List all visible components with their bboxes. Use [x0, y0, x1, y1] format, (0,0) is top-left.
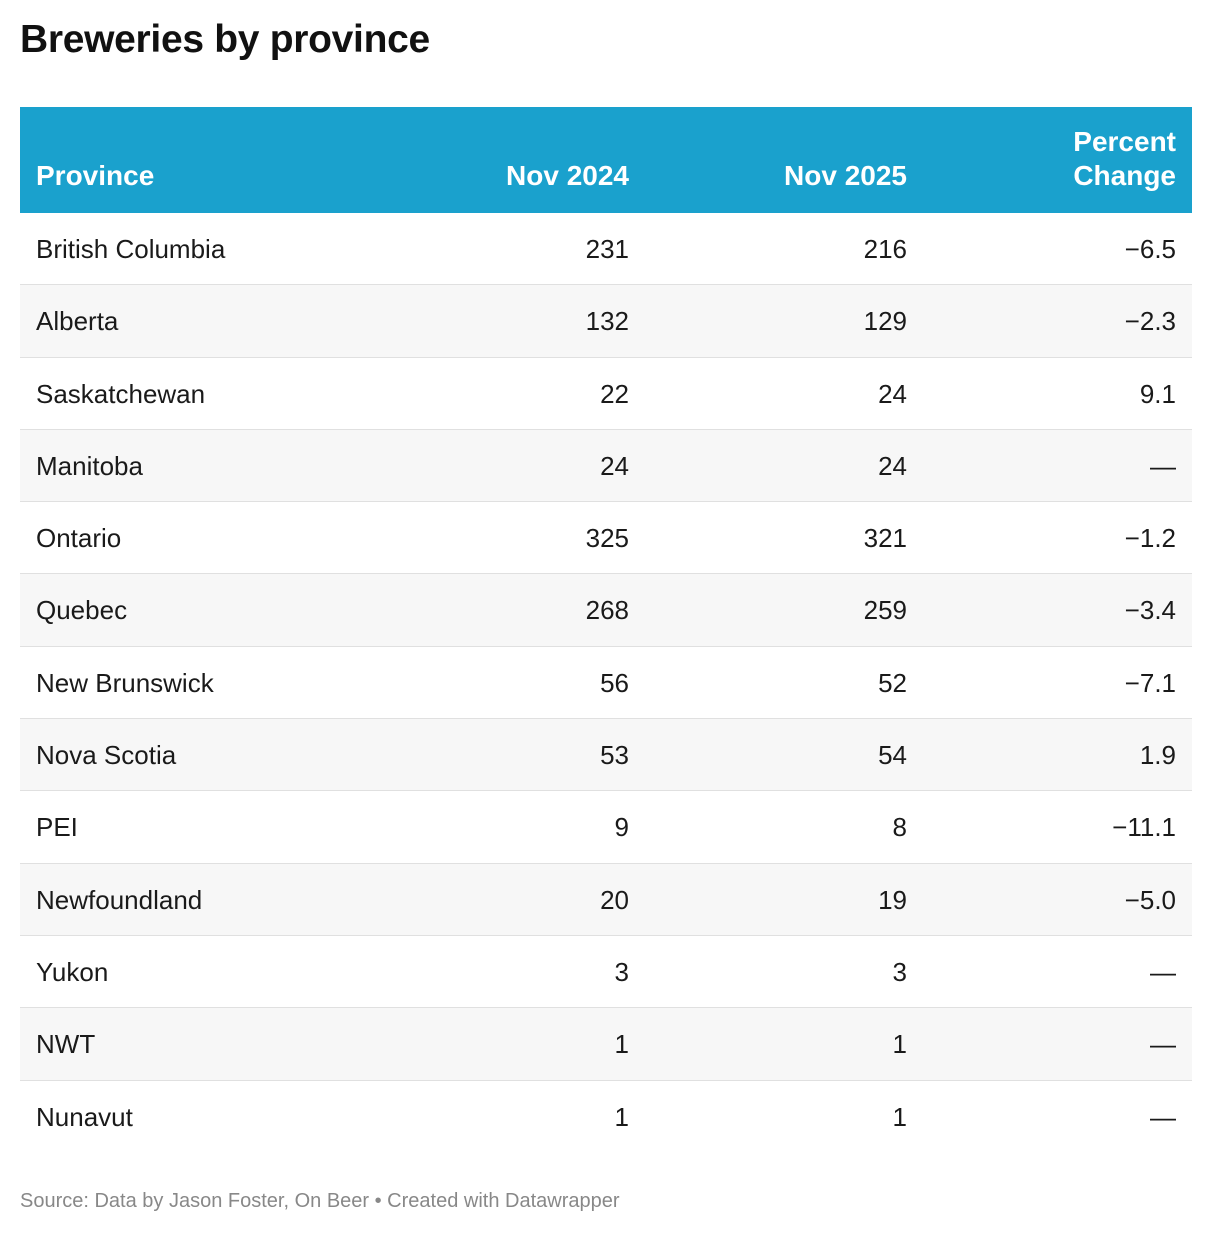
- cell-province: Nunavut: [36, 1101, 133, 1132]
- table-row: Newfoundland 20 19 −5.0: [20, 863, 1192, 936]
- cell-percent-change: 1.9: [1139, 740, 1176, 771]
- chart-title: Breweries by province: [20, 18, 430, 61]
- cell-nov-2025: 52: [878, 667, 907, 698]
- table-row: British Columbia 231 216 −6.5: [20, 213, 1192, 286]
- cell-province: Quebec: [36, 595, 128, 626]
- column-header-percent-change-line1: Percent: [1073, 126, 1176, 157]
- table-body: British Columbia 231 216 −6.5 Alberta 132 129 −…: [20, 213, 1192, 1153]
- cell-nov-2024: 325: [585, 523, 629, 554]
- cell-province: Alberta: [36, 306, 119, 337]
- cell-percent-change: −3.4: [1124, 595, 1176, 626]
- table-row: Yukon 3 3 —: [20, 936, 1192, 1009]
- cell-province: British Columbia: [36, 234, 226, 264]
- cell-nov-2024: 132: [585, 306, 629, 337]
- source-footer: Source: Data by Jason Foster, On Beer • …: [20, 1190, 620, 1212]
- table-row: Manitoba 24 24 —: [20, 429, 1192, 503]
- cell-percent-change: —: [1150, 1029, 1176, 1060]
- table-row: NWT 1 1 —: [20, 1008, 1192, 1081]
- table-row: Nunavut 1 1 —: [20, 1081, 1192, 1153]
- cell-percent-change: —: [1150, 956, 1176, 987]
- column-header-nov-2024[interactable]: Nov 2024: [506, 160, 629, 191]
- cell-nov-2025: 24: [878, 378, 907, 409]
- cell-province: NWT: [36, 1029, 96, 1060]
- cell-nov-2025: 1: [892, 1101, 907, 1132]
- cell-percent-change: −7.1: [1124, 667, 1176, 698]
- table-row: Ontario 325 321 −1.2: [20, 502, 1192, 575]
- cell-nov-2024: 56: [600, 667, 629, 698]
- column-header-province[interactable]: Province: [36, 160, 155, 191]
- cell-nov-2025: 1: [892, 1029, 907, 1060]
- cell-nov-2025: 216: [863, 234, 907, 264]
- table-row: Saskatchewan 22 24 9.1: [20, 358, 1192, 430]
- cell-percent-change: —: [1150, 450, 1176, 481]
- cell-nov-2025: 129: [863, 306, 907, 337]
- table-row: PEI 9 8 −11.1: [20, 791, 1192, 864]
- cell-province: PEI: [36, 812, 78, 843]
- column-header-nov-2025[interactable]: Nov 2025: [784, 160, 907, 191]
- breweries-table: Province Nov 2024 Nov 2025 Percent Chang…: [20, 107, 1192, 1153]
- cell-percent-change: −11.1: [1112, 812, 1176, 843]
- table-row: New Brunswick 56 52 −7.1: [20, 647, 1192, 720]
- cell-nov-2024: 1: [614, 1029, 629, 1060]
- cell-province: Manitoba: [36, 450, 143, 481]
- cell-percent-change: −1.2: [1124, 523, 1176, 554]
- cell-province: Saskatchewan: [36, 378, 206, 409]
- column-header-percent-change-line2: Change: [1073, 160, 1176, 191]
- cell-nov-2025: 259: [863, 595, 907, 626]
- cell-nov-2024: 268: [585, 595, 629, 626]
- cell-province: Ontario: [36, 523, 122, 554]
- cell-nov-2025: 3: [892, 956, 907, 987]
- cell-percent-change: −2.3: [1124, 306, 1176, 337]
- cell-nov-2024: 231: [585, 234, 629, 264]
- cell-nov-2024: 53: [600, 740, 629, 771]
- cell-nov-2024: 22: [600, 378, 629, 409]
- cell-percent-change: 9.1: [1139, 378, 1176, 409]
- cell-province: Yukon: [36, 956, 109, 987]
- cell-nov-2024: 1: [614, 1101, 629, 1132]
- cell-percent-change: −5.0: [1124, 884, 1176, 915]
- cell-nov-2024: 9: [614, 812, 629, 843]
- cell-nov-2025: 321: [863, 523, 907, 554]
- cell-nov-2025: 54: [878, 740, 907, 771]
- column-header-percent-change[interactable]: Percent Change: [1073, 125, 1176, 193]
- table-header: Province Nov 2024 Nov 2025 Percent Chang…: [20, 107, 1192, 213]
- cell-nov-2024: 3: [614, 956, 629, 987]
- table-row: Nova Scotia 53 54 1.9: [20, 719, 1192, 792]
- cell-province: New Brunswick: [36, 667, 214, 698]
- cell-nov-2024: 24: [600, 450, 629, 481]
- cell-nov-2025: 8: [892, 812, 907, 843]
- cell-nov-2025: 24: [878, 450, 907, 481]
- cell-province: Newfoundland: [36, 884, 203, 915]
- cell-province: Nova Scotia: [36, 740, 177, 771]
- cell-percent-change: −6.5: [1124, 234, 1176, 264]
- table-row: Quebec 268 259 −3.4: [20, 574, 1192, 647]
- cell-nov-2024: 20: [600, 884, 629, 915]
- cell-percent-change: —: [1150, 1101, 1176, 1132]
- cell-nov-2025: 19: [878, 884, 907, 915]
- table-row: Alberta 132 129 −2.3: [20, 285, 1192, 358]
